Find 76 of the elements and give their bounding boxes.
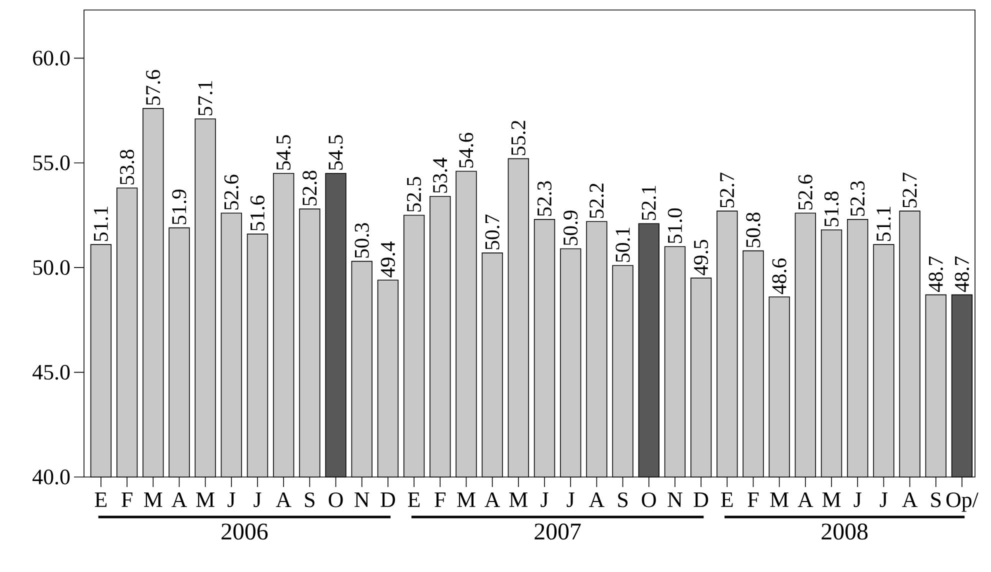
x-tick-label: E — [721, 492, 733, 507]
text: 2007 — [534, 524, 581, 540]
x-tick-label: A — [276, 492, 292, 507]
data-label: 50.1 — [616, 228, 630, 262]
data-label: 52.8 — [302, 170, 317, 206]
data-label: 48.7 — [928, 256, 943, 292]
data-label: 54.6 — [459, 132, 474, 168]
data-label: 52.7 — [902, 172, 917, 208]
x-tick-label: M — [144, 492, 162, 507]
x-tick-label: A — [172, 492, 187, 507]
data-label: 52.2 — [590, 184, 604, 218]
data-label: 54.5 — [328, 135, 343, 170]
data-label: 52.7 — [720, 172, 734, 208]
data-label: 52.3 — [537, 181, 552, 216]
x-tick-label: D — [380, 492, 395, 507]
text: 2008 — [822, 524, 868, 540]
x-tick-label: E — [408, 492, 420, 507]
data-label: 51.1 — [876, 206, 891, 241]
data-label: 50.9 — [564, 210, 578, 246]
x-tick-label: M — [509, 492, 528, 507]
x-tick-label: F — [748, 492, 759, 507]
y-tick-label: 50.0 — [33, 260, 70, 276]
data-label: 50.3 — [354, 223, 369, 258]
x-tick-label: E — [94, 492, 107, 507]
x-tick-label: N — [354, 492, 370, 507]
data-label: 57.1 — [198, 81, 212, 116]
x-tick-label: O — [642, 492, 656, 508]
x-tick-label: M — [457, 492, 476, 507]
text: 2006 — [222, 524, 268, 540]
x-tick-label: M — [196, 492, 214, 507]
x-tick-label: O — [328, 492, 343, 508]
x-tick-label: A — [902, 492, 918, 507]
data-label: 53.4 — [433, 158, 448, 193]
data-label: 52.5 — [406, 177, 422, 212]
x-tick-label: A — [798, 492, 814, 507]
y-tick-label: 45.0 — [32, 364, 70, 380]
data-label: 51.8 — [824, 192, 839, 226]
data-label: 52.1 — [642, 186, 656, 220]
x-tick-label: N — [668, 492, 682, 507]
x-tick-label: A — [588, 492, 604, 507]
x-tick-label: F — [122, 492, 132, 507]
data-label: 55.2 — [511, 120, 526, 156]
data-label: 52.6 — [224, 174, 238, 210]
data-label: 51.9 — [172, 190, 186, 224]
data-label: 54.5 — [276, 135, 291, 170]
data-label: 50.8 — [746, 212, 760, 248]
data-label: 52.3 — [850, 181, 865, 216]
x-tick-label: M — [822, 492, 841, 507]
data-label: 48.6 — [772, 258, 786, 294]
x-tick-label: J — [566, 492, 574, 508]
data-label: 51.1 — [94, 206, 108, 241]
x-tick-label: S — [618, 492, 628, 508]
data-label: 51.6 — [250, 196, 265, 230]
data-label: 48.7 — [954, 256, 970, 292]
y-tick-label: 55.0 — [33, 155, 70, 170]
data-label: 53.8 — [120, 150, 134, 184]
x-tick-label: J — [854, 492, 862, 508]
data-label: 51.0 — [668, 208, 682, 244]
data-label: 49.4 — [380, 241, 396, 278]
x-tick-label: Op/ — [946, 492, 978, 512]
data-label: 57.6 — [146, 70, 160, 105]
data-label: 50.7 — [485, 214, 500, 250]
x-tick-label: J — [540, 492, 548, 508]
x-tick-label: A — [484, 492, 500, 507]
x-tick-label: M — [770, 492, 788, 507]
x-tick-label: S — [931, 492, 941, 508]
y-tick-label: 40.0 — [32, 470, 70, 484]
x-tick-label: S — [305, 492, 314, 508]
x-tick-label: J — [254, 492, 262, 508]
x-tick-label: D — [694, 492, 708, 507]
y-tick-label: 60.0 — [33, 50, 70, 66]
data-label: 49.5 — [694, 240, 708, 276]
data-label: 52.6 — [798, 174, 812, 210]
x-tick-label: J — [880, 492, 888, 508]
x-tick-label: J — [228, 492, 236, 508]
x-tick-label: F — [434, 492, 446, 507]
